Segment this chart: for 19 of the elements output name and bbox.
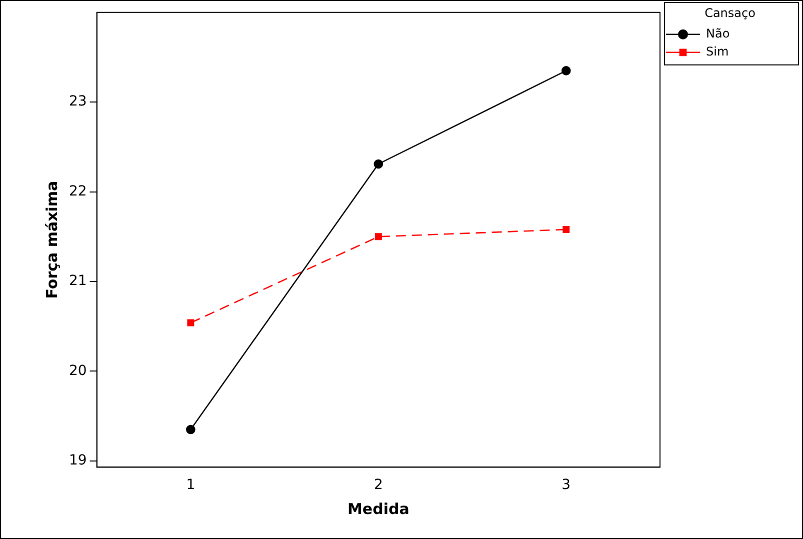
y-tick-label: 22	[68, 183, 87, 200]
x-tick-label: 1	[186, 477, 196, 494]
legend-label: Não	[706, 26, 730, 41]
x-tick-label: 3	[562, 477, 571, 494]
x-tick-label: 2	[374, 477, 383, 494]
legend-title: Cansaço	[704, 6, 756, 20]
point	[187, 319, 194, 326]
x-axis-title: Medida	[347, 500, 410, 518]
point	[374, 159, 384, 169]
y-tick-label: 23	[68, 94, 87, 110]
legend-label: Sim	[706, 44, 729, 59]
point	[186, 424, 196, 434]
point	[374, 233, 382, 240]
y-tick-label: 21	[68, 273, 87, 290]
point	[562, 226, 570, 233]
y-tick-label: 19	[68, 452, 87, 469]
point	[561, 66, 571, 76]
y-tick-label: 20	[68, 362, 87, 379]
y-axis-title: Força máxima	[42, 180, 61, 299]
